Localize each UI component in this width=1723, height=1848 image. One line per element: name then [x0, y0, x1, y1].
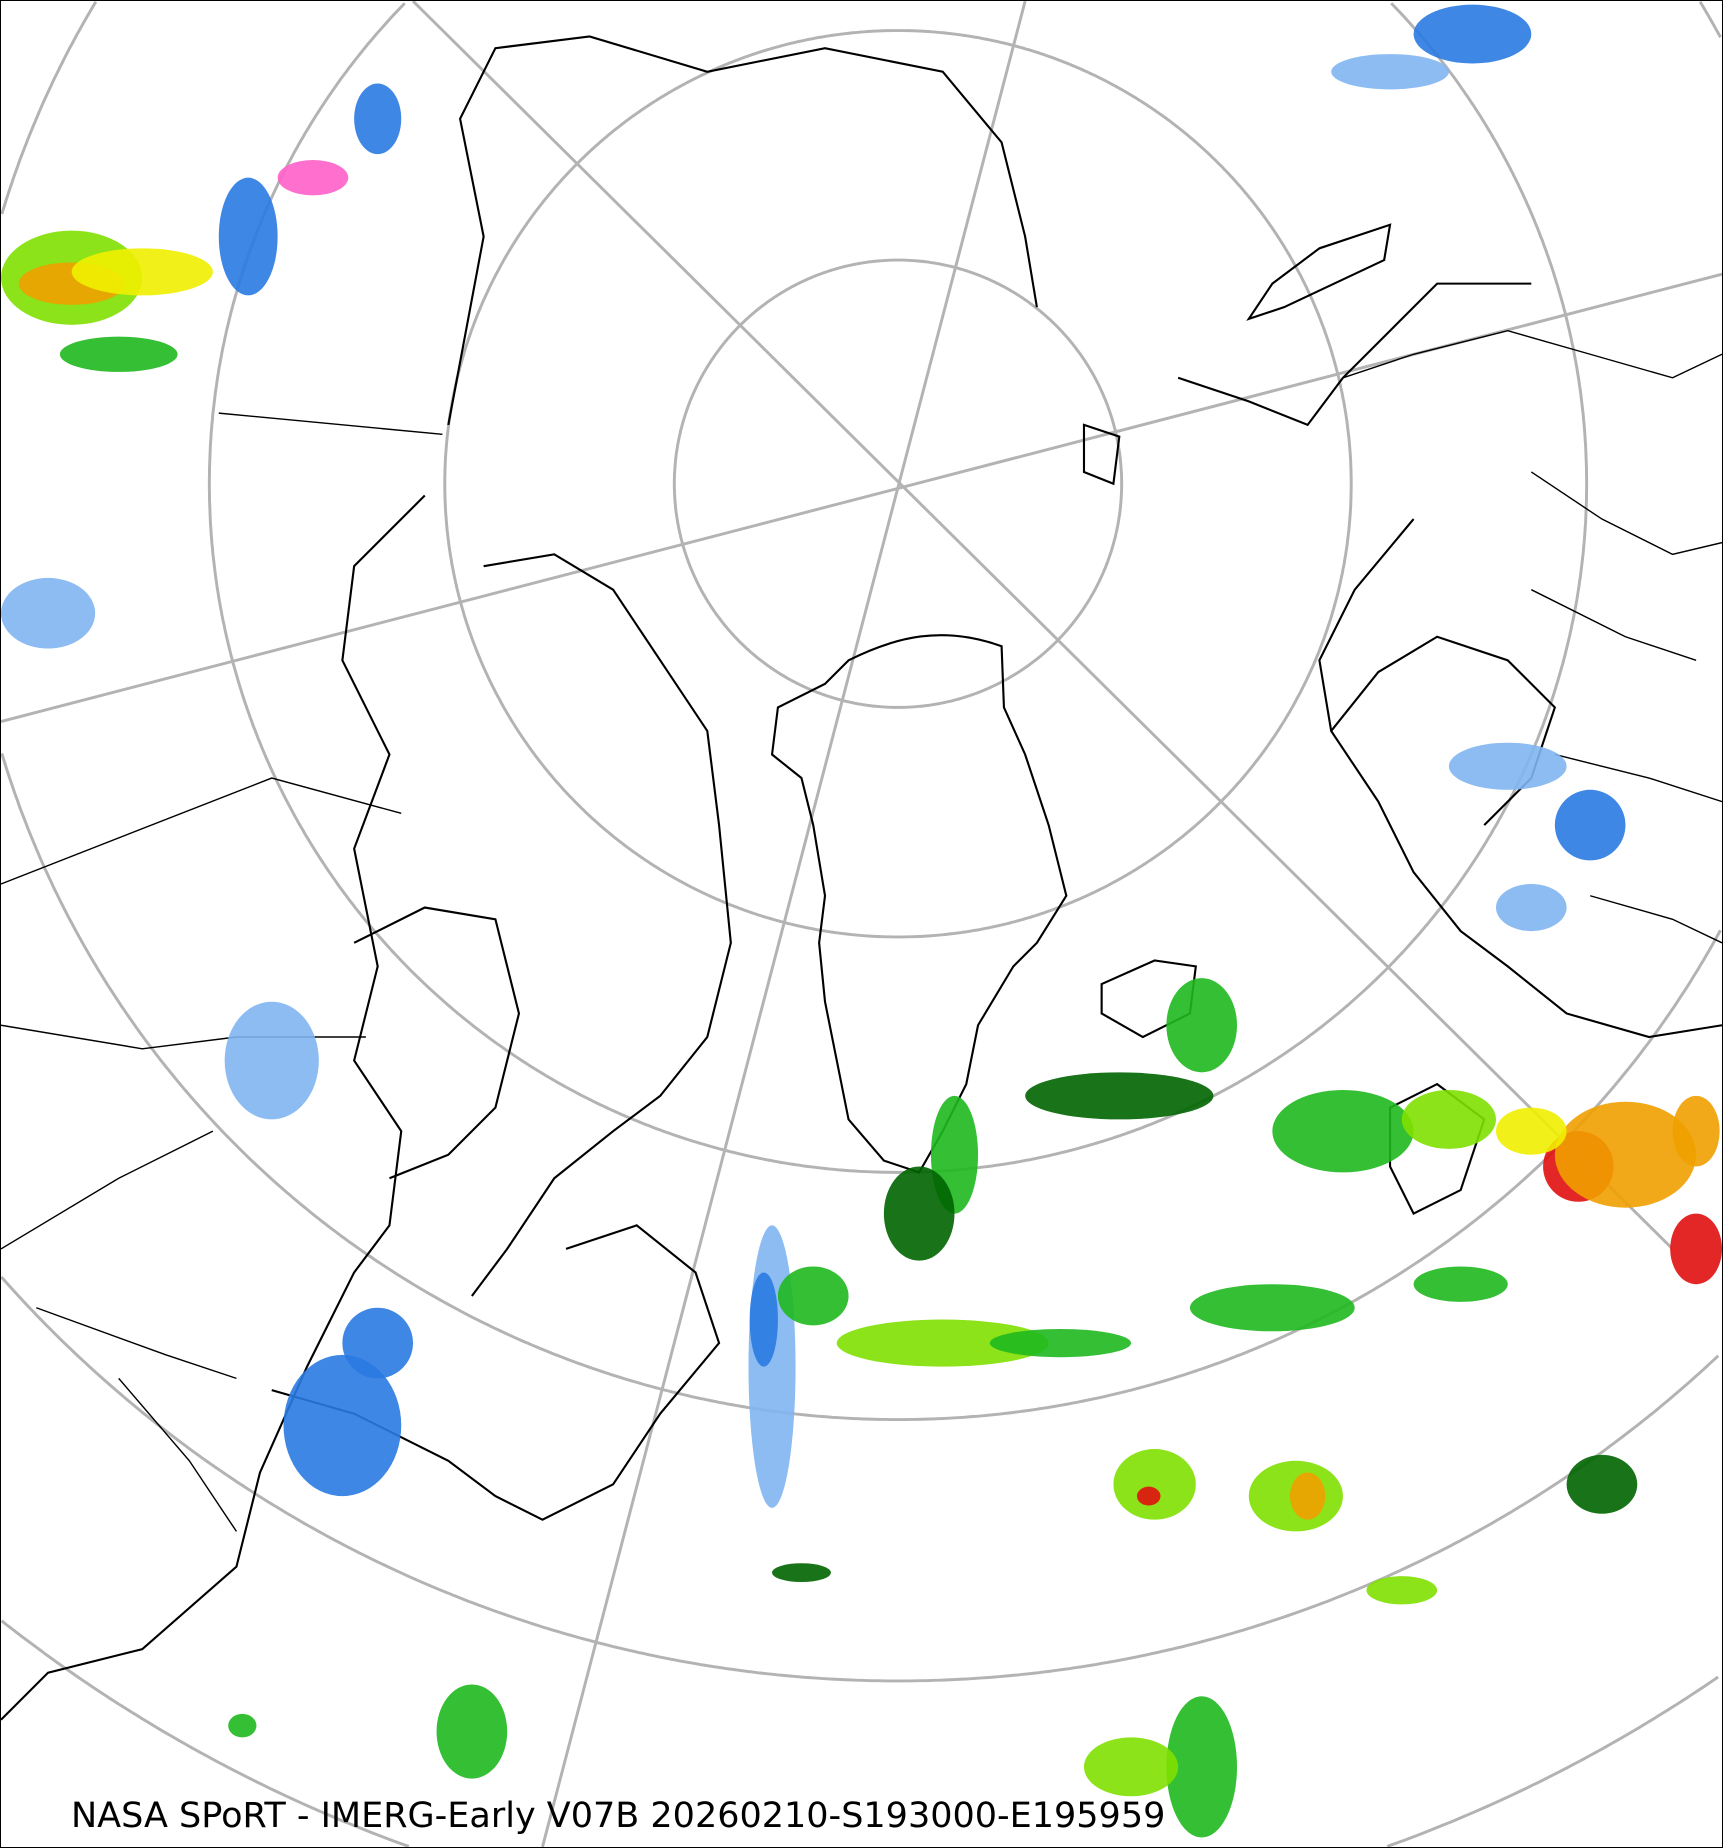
europe-coast: [1177, 282, 1722, 1039]
precip-cell-light-blue: [224, 1001, 319, 1120]
precip-cell-pink: [277, 160, 349, 196]
precip-cell-dark-green: [1025, 1072, 1214, 1120]
us-borders: [1, 412, 443, 1532]
novaya-zemlya-coast: [1246, 223, 1392, 321]
precip-cell-green: [1166, 978, 1238, 1073]
latitude-circle: [1, 1276, 1720, 1683]
precip-cell-dark-green: [1566, 1454, 1638, 1514]
canada-islands-coast: [471, 553, 732, 1297]
precip-cell-light-blue: [1495, 883, 1567, 932]
precip-cell-green: [228, 1713, 257, 1738]
precip-cell-light-blue: [1331, 54, 1449, 90]
precip-cell-dark-green: [772, 1563, 831, 1583]
precip-cell-green: [436, 1684, 508, 1779]
british-isles-coast: [1388, 1082, 1486, 1216]
precip-cell-orange: [1672, 1095, 1720, 1167]
precip-cell-light-green: [836, 1319, 1049, 1367]
precip-cell-blue: [342, 1307, 414, 1379]
precip-cell-orange: [1554, 1101, 1697, 1208]
precip-cell-light-blue: [1, 577, 96, 649]
precip-cell-light-green: [1113, 1449, 1196, 1520]
precip-cell-green: [59, 336, 178, 372]
latitude-circle: [207, 2, 1589, 1174]
precip-cell-blue: [1413, 4, 1532, 64]
europe-borders: [1342, 329, 1722, 944]
precip-cell-green: [1413, 1266, 1508, 1302]
precip-cell-orange: [1289, 1472, 1326, 1520]
precip-cell-blue: [354, 83, 402, 155]
precip-cell-blue: [749, 1272, 778, 1367]
precipitation-field: [1, 4, 1722, 1838]
latitude-circle: [672, 258, 1124, 709]
meridian-line: [411, 1, 1674, 1250]
precip-cell-green: [1272, 1089, 1414, 1173]
precip-cell-blue: [283, 1354, 402, 1497]
precip-cell-green: [1166, 1696, 1238, 1838]
map-caption: NASA SPoRT - IMERG-Early V07B 20260210-S…: [71, 1796, 1166, 1836]
hudson-bay-coast: [353, 906, 521, 1180]
precip-cell-dark-green: [883, 1166, 955, 1261]
meridian-line: [541, 1, 1027, 1847]
svalbard-coast: [1082, 423, 1121, 486]
precip-cell-green: [989, 1328, 1132, 1358]
labrador-coast: [271, 1224, 721, 1521]
north-america-coast: [1, 35, 1038, 1721]
scandinavia-coast: [1330, 635, 1557, 826]
precip-cell-red: [1136, 1486, 1161, 1506]
latitude-circle: [1, 1, 1722, 1422]
precip-cell-red: [1670, 1213, 1722, 1285]
precip-cell-light-blue: [1448, 742, 1567, 790]
latitude-circle: [1, 1619, 1719, 1847]
precip-cell-green: [777, 1266, 849, 1326]
precip-cell-light-green: [1366, 1576, 1438, 1605]
precip-cell-light-blue: [748, 1225, 796, 1508]
precip-cell-yellow: [1495, 1107, 1567, 1155]
precip-cell-yellow: [71, 248, 213, 296]
precip-cell-blue: [218, 177, 278, 296]
greenland-coast: [770, 634, 1068, 1174]
precip-cell-green: [1189, 1284, 1355, 1332]
precip-cell-blue: [1554, 789, 1626, 861]
precip-cell-light-green: [1401, 1089, 1496, 1149]
precip-cell-light-green: [1083, 1737, 1179, 1797]
latitude-circle: [443, 29, 1353, 939]
